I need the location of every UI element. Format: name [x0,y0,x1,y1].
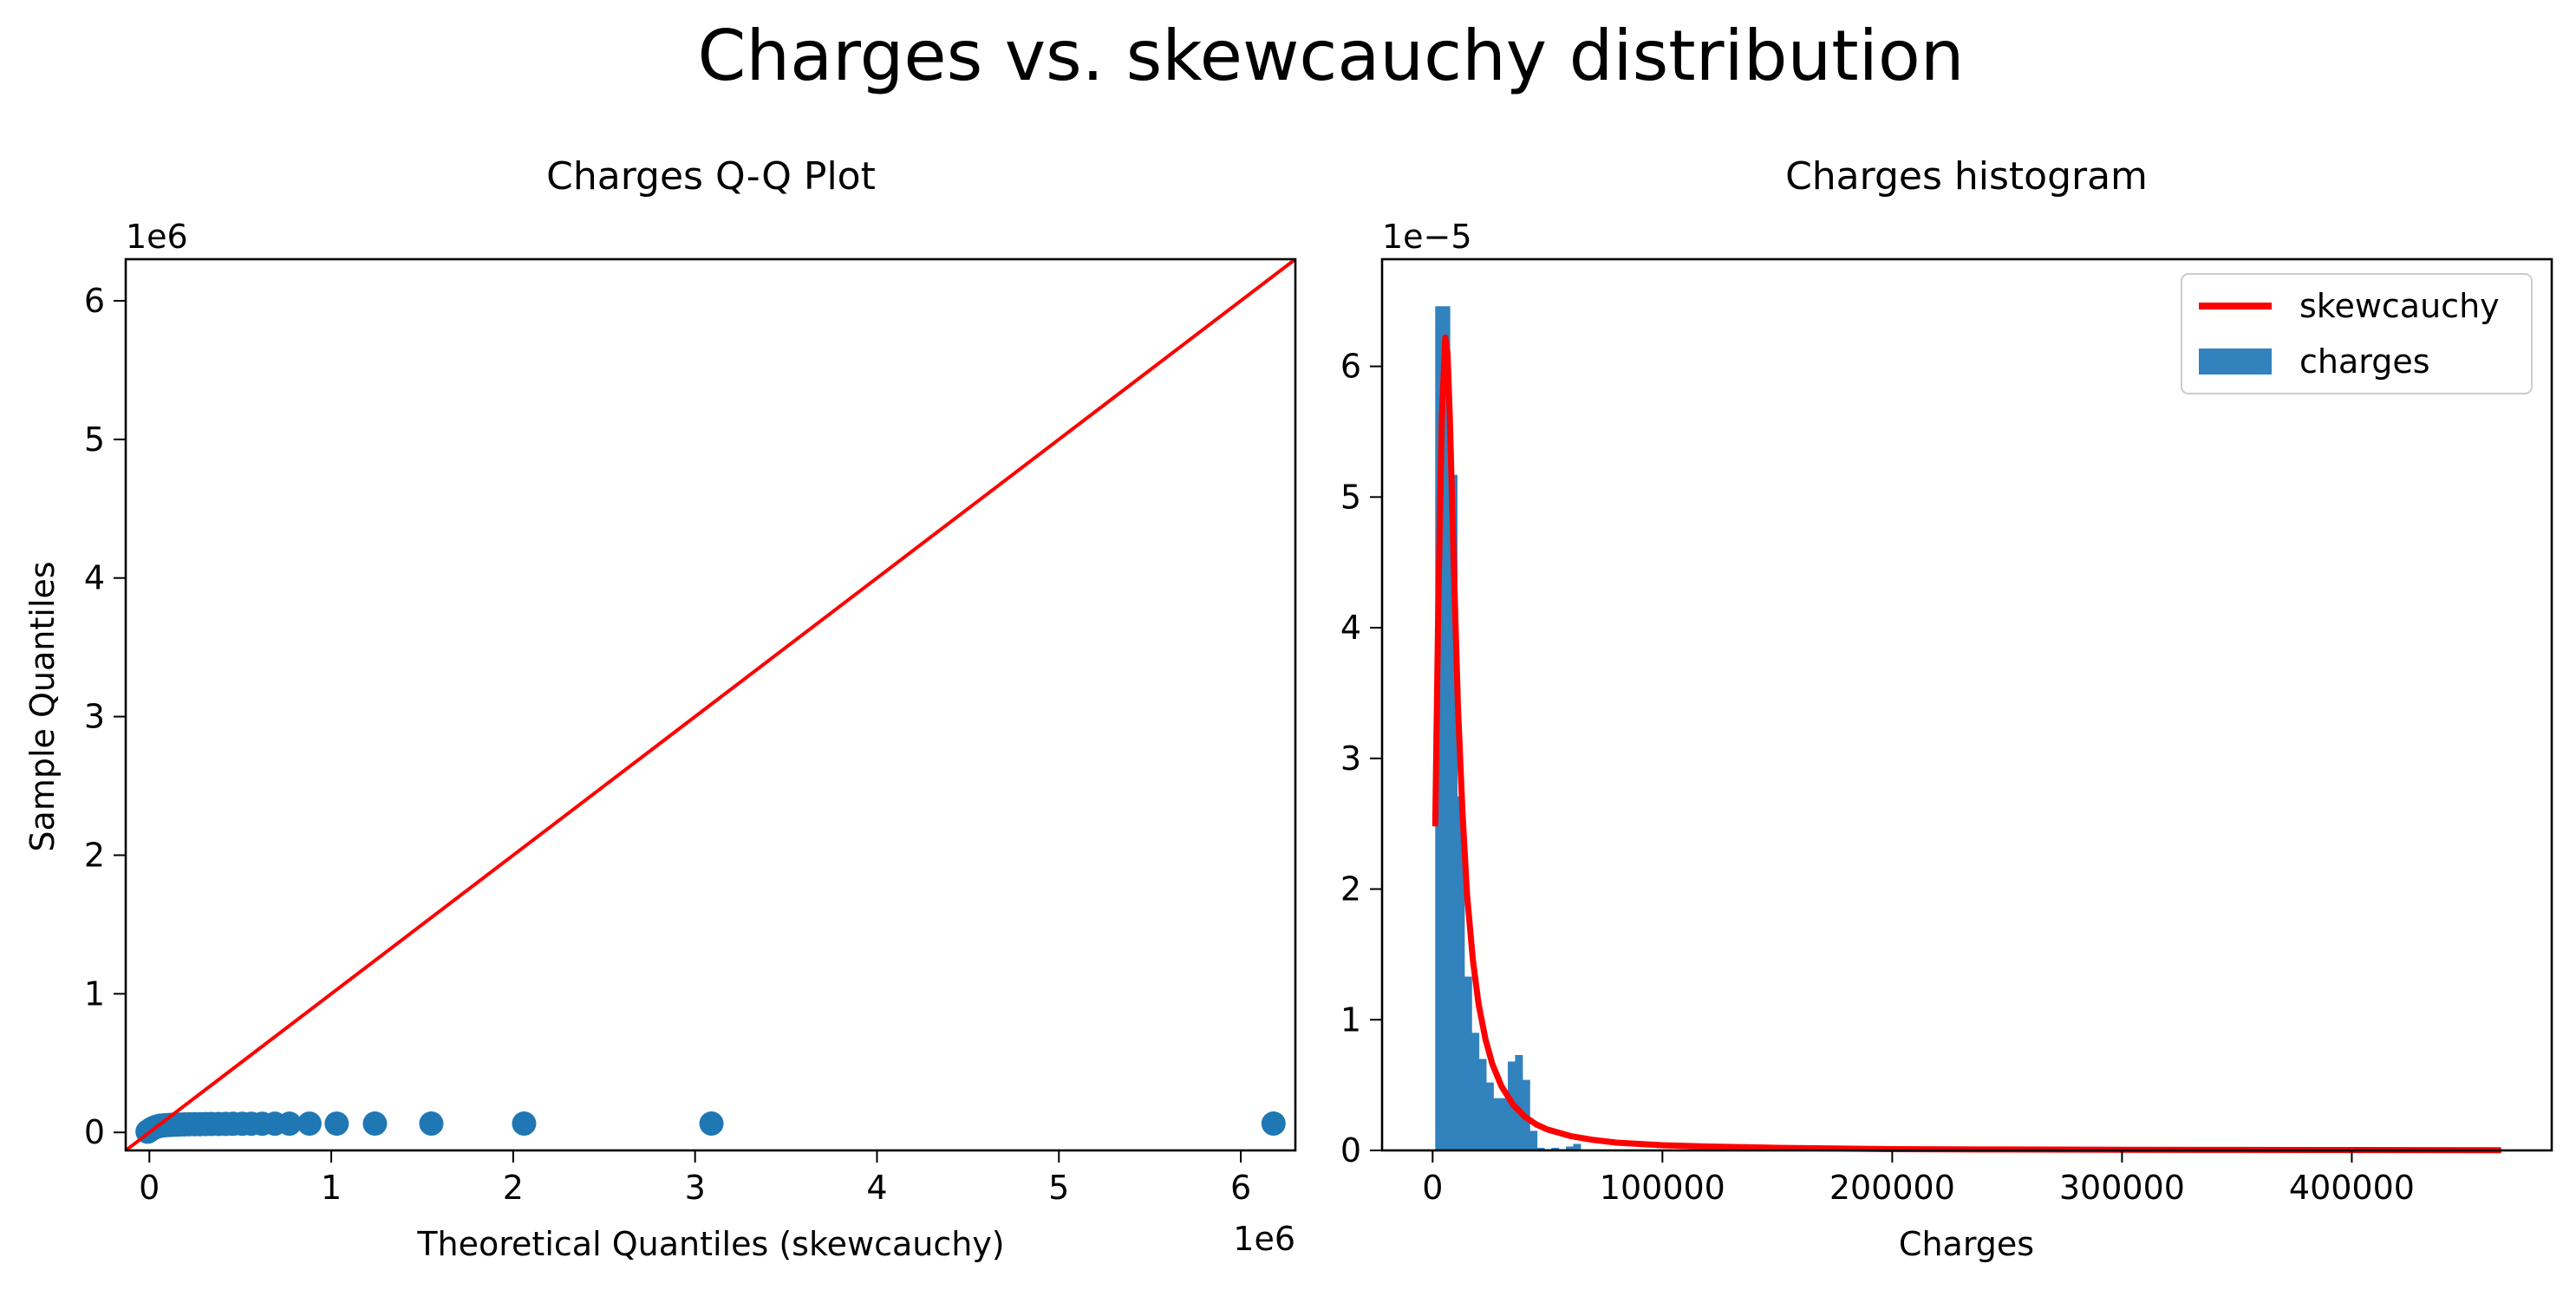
qq-axes-frame [124,257,1297,1152]
histogram-y-tick-label: 3 [1340,739,1361,778]
histogram-bar [1485,1082,1494,1150]
qq-x-axis-label: Theoretical Quantiles (skewcauchy) [416,1225,1004,1263]
legend-skewcauchy-label: skewcauchy [2299,287,2500,325]
histogram-x-tick-label: 300000 [2059,1169,2185,1207]
qq-y-tick-label: 0 [84,1113,105,1151]
qq-point [297,1111,322,1137]
qq-x-tick-label: 3 [685,1169,706,1207]
qq-x-tick-label: 0 [139,1169,160,1207]
qq-y-tick-label: 4 [84,559,105,597]
qq-y-tick-label: 2 [84,836,105,874]
histogram-y-tick-label: 4 [1340,609,1361,647]
qq-x-tick-label: 1 [321,1169,342,1207]
qq-points [135,1111,1286,1144]
histogram-bar [1529,1130,1538,1150]
histogram-x-tick-label: 200000 [1829,1169,1955,1207]
qq-x-tick-label: 2 [503,1169,524,1207]
qq-point [699,1111,724,1137]
histogram-x-tick-label: 400000 [2289,1169,2415,1207]
qq-reference-line [126,259,1295,1150]
figure-title: Charges vs. skewcauchy distribution [698,16,1965,96]
qq-x-offset-label: 1e6 [1233,1220,1295,1258]
qq-x-tick-label: 6 [1230,1169,1251,1207]
histogram-bar [1442,306,1451,1150]
histogram-bar [1573,1143,1581,1150]
qq-point [362,1111,388,1137]
histogram-bar [1457,796,1465,1150]
histogram-bar [1464,976,1472,1150]
histogram-panel: Charges histogram 1e−5 Charges 0 100000 20… [1340,154,2553,1263]
qq-plot-area: 0 1 2 3 4 5 6 0 1 2 3 4 5 6 [84,257,1297,1207]
qq-y-tick-label: 6 [84,282,105,320]
histogram-bar [1450,474,1458,1150]
skewcauchy-fit-line [1431,334,2501,1154]
legend-charges-swatch [2199,349,2272,375]
histogram-y-tick-label: 5 [1340,478,1361,516]
qq-point [419,1111,444,1137]
qq-point [512,1111,537,1137]
histogram-bar [1551,1147,1560,1150]
histogram-plot-area: 0 100000 200000 300000 400000 0 1 2 3 4 5 6 [1340,257,2553,1207]
histogram-y-tick-label: 0 [1340,1131,1361,1169]
qq-point [324,1111,349,1137]
qq-x-tick-label: 4 [866,1169,887,1207]
histogram-y-tick-label: 2 [1340,870,1361,909]
histogram-y-offset-label: 1e−5 [1382,218,1472,256]
histogram-x-tick-label: 0 [1422,1169,1443,1207]
qq-point [1261,1111,1286,1137]
histogram-bar [1478,1059,1487,1150]
histogram-x-axis-label: Charges [1899,1225,2034,1263]
histogram-x-tick-label: 100000 [1600,1169,1725,1207]
qq-plot-panel: Charges Q-Q Plot 1e6 1e6 Theoretical Qua… [23,154,1297,1263]
histogram-bar [1515,1054,1523,1150]
histogram-bar [1566,1146,1574,1150]
qq-y-tick-label: 5 [84,420,105,459]
histogram-bar [1471,1033,1480,1150]
histogram-title: Charges histogram [1785,154,2148,199]
histogram-bar [1493,1098,1502,1150]
histogram-bar [1500,1098,1509,1150]
qq-x-tick-label: 5 [1048,1169,1069,1207]
histogram-axes-frame [1380,257,2553,1152]
legend-charges-label: charges [2299,342,2430,381]
histogram-y-tick-label: 1 [1340,1000,1361,1039]
qq-plot-title: Charges Q-Q Plot [546,154,876,199]
histogram-bar [1536,1147,1545,1150]
qq-y-tick-label: 1 [84,974,105,1013]
histogram-y-tick-label: 6 [1340,348,1361,386]
qq-point [277,1111,302,1137]
legend: skewcauchy charges [2181,273,2533,394]
qq-y-tick-label: 3 [84,698,105,736]
qq-y-offset-label: 1e6 [126,218,188,256]
qq-y-axis-label: Sample Quantiles [23,561,62,851]
